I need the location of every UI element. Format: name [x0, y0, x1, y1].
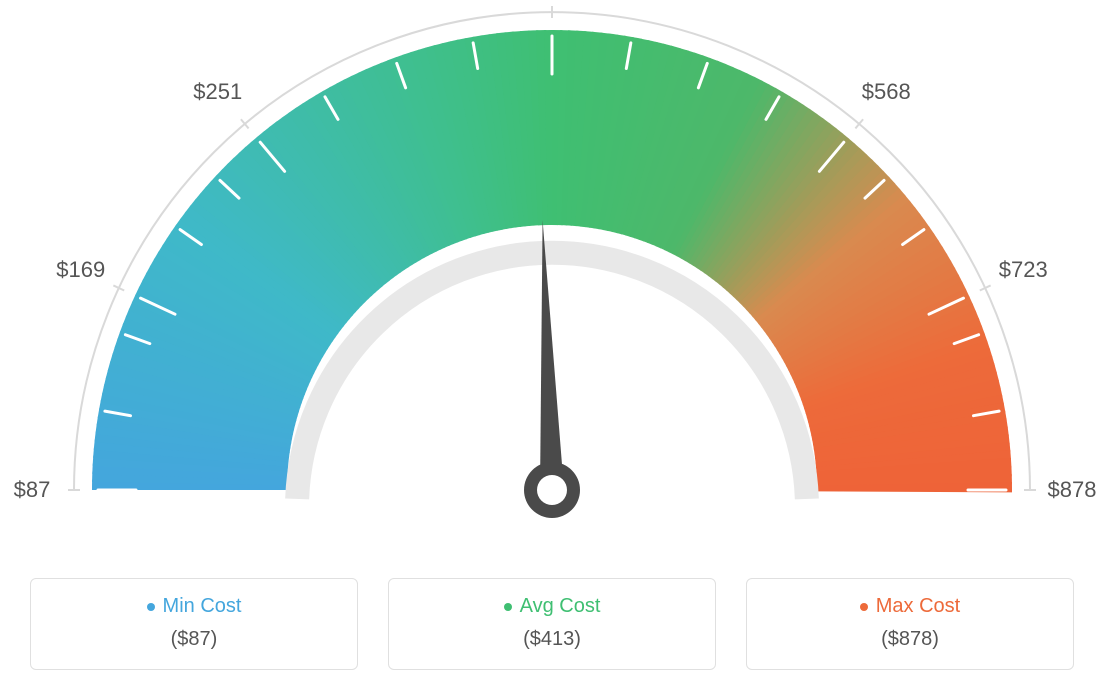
- legend-value-max: ($878): [767, 628, 1053, 651]
- legend-value-avg: ($413): [409, 628, 695, 651]
- legend-value-min: ($87): [51, 628, 337, 651]
- legend-title-avg: Avg Cost: [504, 595, 601, 618]
- legend-label-max: Max Cost: [876, 595, 960, 618]
- gauge-tick-label: $169: [56, 257, 105, 283]
- legend-dot-avg: [504, 603, 512, 611]
- legend-title-max: Max Cost: [860, 595, 960, 618]
- gauge-tick-label: $878: [1048, 477, 1097, 503]
- legend-title-min: Min Cost: [147, 595, 242, 618]
- legend-dot-min: [147, 603, 155, 611]
- legend-label-min: Min Cost: [163, 595, 242, 618]
- gauge-chart: $87$169$251$413$568$723$878: [0, 0, 1104, 560]
- gauge-tick-label: $87: [14, 477, 51, 503]
- gauge-tick-label: $251: [193, 79, 242, 105]
- gauge-tick-label: $568: [862, 79, 911, 105]
- legend-card-avg: Avg Cost ($413): [388, 578, 716, 670]
- legend-card-max: Max Cost ($878): [746, 578, 1074, 670]
- legend-card-min: Min Cost ($87): [30, 578, 358, 670]
- legend-label-avg: Avg Cost: [520, 595, 601, 618]
- legend-dot-max: [860, 603, 868, 611]
- gauge-tick-label: $723: [999, 257, 1048, 283]
- legend-row: Min Cost ($87) Avg Cost ($413) Max Cost …: [0, 578, 1104, 670]
- gauge-svg: [0, 0, 1104, 560]
